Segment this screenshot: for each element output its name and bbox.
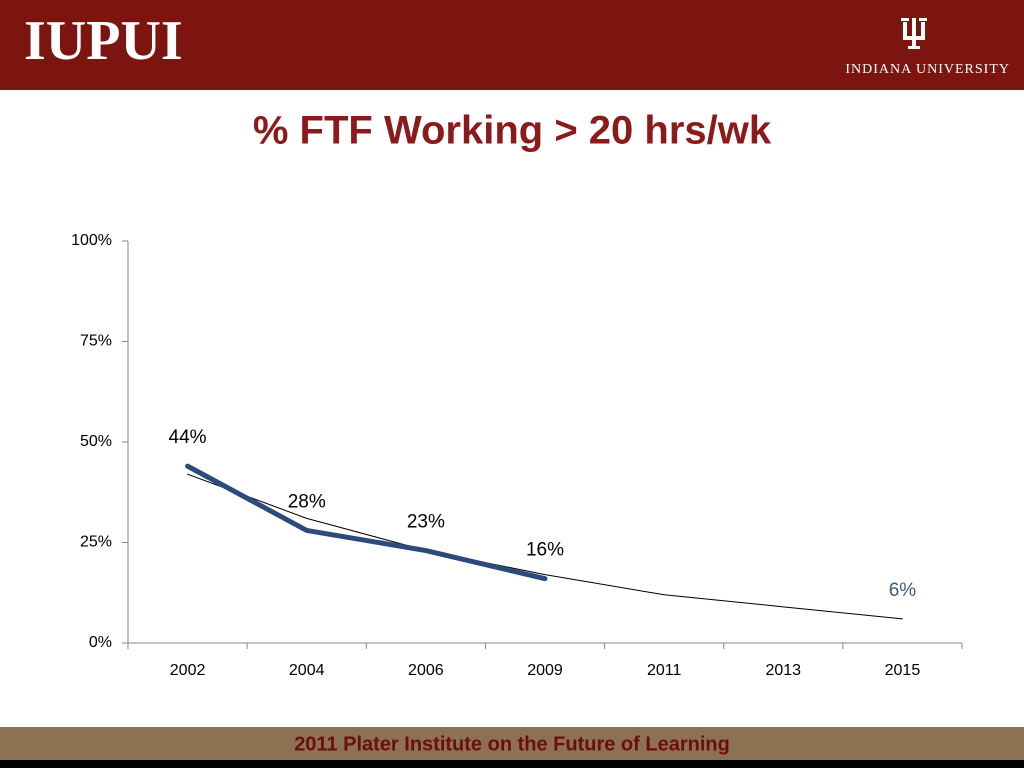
x-tick-label: 2004: [289, 662, 325, 679]
data-line: [185, 463, 548, 582]
data-label: 16%: [526, 540, 564, 561]
data-label: 28%: [288, 491, 326, 512]
data-label: 23%: [407, 512, 445, 533]
trend-line: [187, 473, 903, 620]
x-tick-label: 2013: [765, 662, 801, 679]
x-tick-label: 2002: [170, 662, 206, 679]
data-label: 44%: [169, 427, 207, 448]
y-tick-label: 100%: [71, 232, 112, 249]
y-tick-label: 75%: [80, 333, 112, 350]
logo: IUPUI: [24, 10, 183, 72]
footer-text: 2011 Plater Institute on the Future of L…: [294, 733, 730, 755]
university-name: INDIANA UNIVERSITY: [845, 62, 1010, 77]
chart-title: % FTF Working > 20 hrs/wk: [253, 109, 772, 153]
data-label: 6%: [889, 580, 917, 601]
x-tick-label: 2015: [885, 662, 921, 679]
x-tick-label: 2006: [408, 662, 444, 679]
trident-icon: [901, 18, 927, 49]
x-tick-label: 2009: [527, 662, 563, 679]
footer-strip: [0, 760, 1024, 768]
y-tick-label: 25%: [80, 534, 112, 551]
y-tick-label: 0%: [89, 634, 112, 651]
header-bar: [0, 0, 1024, 90]
x-tick-label: 2011: [647, 662, 682, 679]
y-tick-label: 50%: [80, 433, 112, 450]
footer-bar: [0, 727, 1024, 760]
